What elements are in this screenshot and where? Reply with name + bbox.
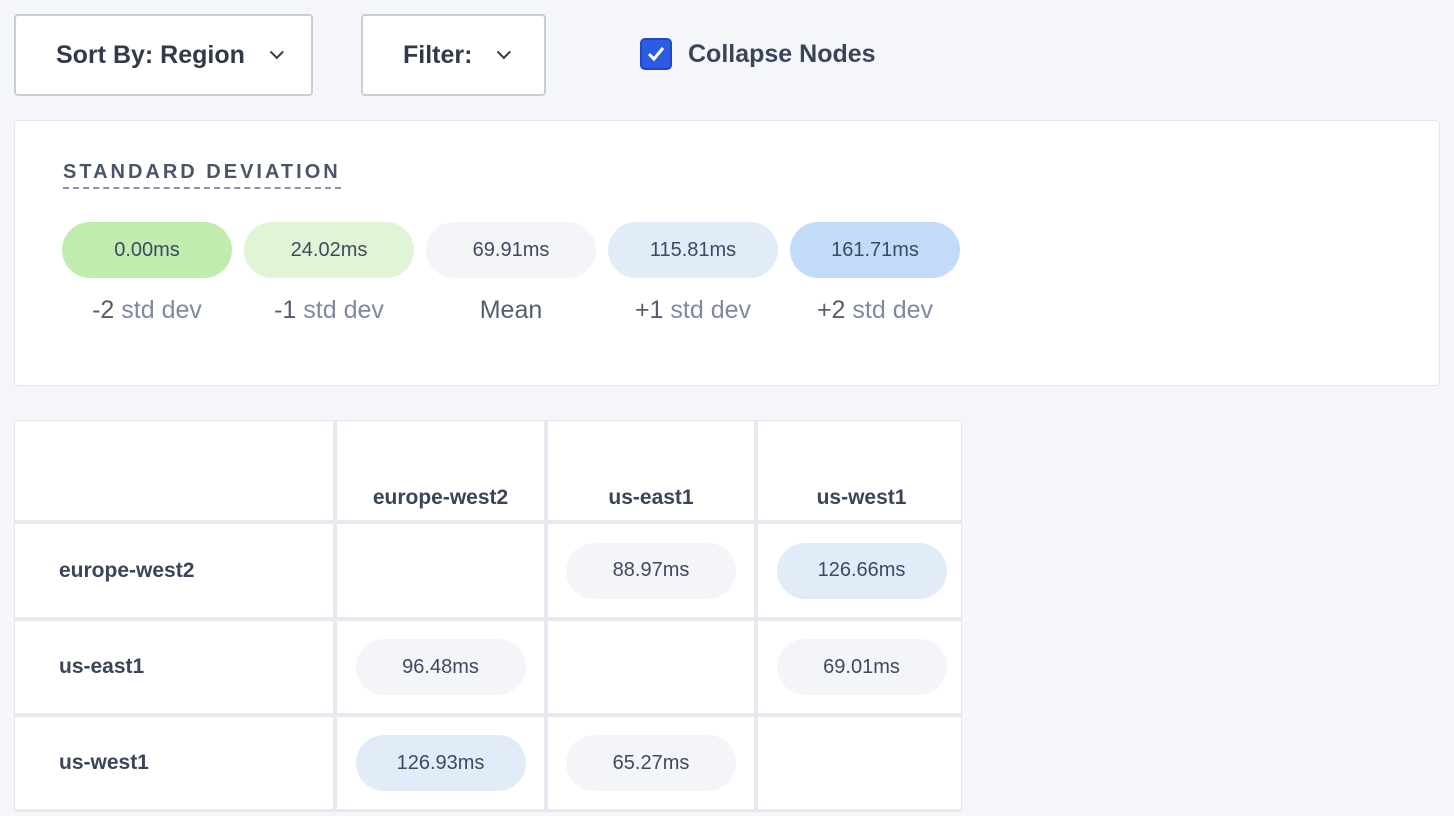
- matrix-cell: 126.93ms: [337, 717, 544, 809]
- matrix-cell: 69.01ms: [758, 621, 961, 713]
- legend-label-text: std dev: [845, 296, 934, 324]
- legend-label-number: +1: [634, 296, 664, 324]
- legend-label-text: std dev: [114, 296, 202, 324]
- chevron-down-icon: [269, 45, 284, 60]
- legend-label: Mean: [426, 296, 596, 325]
- latency-pill: 88.97ms: [566, 542, 736, 599]
- latency-pill: 69.01ms: [776, 639, 947, 695]
- legend-value-pill: 69.91ms: [426, 222, 596, 278]
- matrix-cell: [337, 524, 544, 617]
- collapse-nodes-checkbox[interactable]: [640, 38, 672, 70]
- latency-matrix: europe-west2 us-east1 us-west1 europe-west2…: [14, 420, 962, 812]
- matrix-cell: 65.27ms: [548, 717, 754, 809]
- column-header: us-west1: [758, 421, 961, 520]
- legend-label: +1 std dev: [608, 296, 778, 325]
- legend-item: 115.81ms +1 std dev: [608, 222, 778, 325]
- checkmark-icon: [647, 47, 665, 62]
- legend-value-pill: 0.00ms: [62, 222, 232, 278]
- legend-label: -1 std dev: [244, 296, 414, 325]
- column-header: europe-west2: [337, 421, 544, 520]
- matrix-corner: [15, 421, 333, 520]
- legend-item: 24.02ms -1 std dev: [244, 222, 414, 325]
- latency-pill: 65.27ms: [566, 735, 736, 791]
- legend-label-number: -1: [274, 296, 297, 324]
- legend-value-pill: 24.02ms: [244, 222, 414, 278]
- filter-label: Filter:: [403, 40, 473, 69]
- legend-value-pill: 161.71ms: [790, 222, 960, 278]
- sort-by-dropdown[interactable]: Sort By: Region: [14, 14, 313, 96]
- row-header: europe-west2: [15, 524, 333, 617]
- legend-item: 161.71ms +2 std dev: [790, 222, 960, 325]
- legend-label-text: std dev: [663, 296, 752, 324]
- latency-pill: 126.93ms: [355, 735, 526, 791]
- sort-by-label: Sort By: Region: [56, 40, 245, 69]
- matrix-cell: [758, 717, 961, 809]
- row-header: us-west1: [15, 717, 333, 809]
- filter-dropdown[interactable]: Filter:: [361, 14, 546, 96]
- collapse-nodes-label[interactable]: Collapse Nodes: [688, 40, 876, 68]
- matrix-cell: 126.66ms: [758, 524, 961, 617]
- matrix-cell: [548, 621, 754, 713]
- legend-label-number: +2: [816, 296, 846, 324]
- column-header: us-east1: [548, 421, 754, 520]
- legend-label: -2 std dev: [62, 296, 232, 325]
- latency-pill: 126.66ms: [776, 542, 947, 599]
- matrix-cell: 96.48ms: [337, 621, 544, 713]
- legend-item: 0.00ms -2 std dev: [62, 222, 232, 325]
- legend-item: 69.91ms Mean: [426, 222, 596, 325]
- legend-value-pill: 115.81ms: [608, 222, 778, 278]
- row-header: us-east1: [15, 621, 333, 713]
- chevron-down-icon: [497, 45, 512, 60]
- latency-pill: 96.48ms: [355, 639, 526, 695]
- legend-label-number: -2: [92, 296, 115, 324]
- legend-label: +2 std dev: [790, 296, 960, 325]
- matrix-cell: 88.97ms: [548, 524, 754, 617]
- legend-title: STANDARD DEVIATION: [63, 161, 341, 189]
- standard-deviation-legend: STANDARD DEVIATION 0.00ms -2 std dev 24.02…: [14, 120, 1440, 386]
- legend-label-number: Mean: [479, 296, 543, 324]
- legend-label-text: std dev: [296, 296, 384, 324]
